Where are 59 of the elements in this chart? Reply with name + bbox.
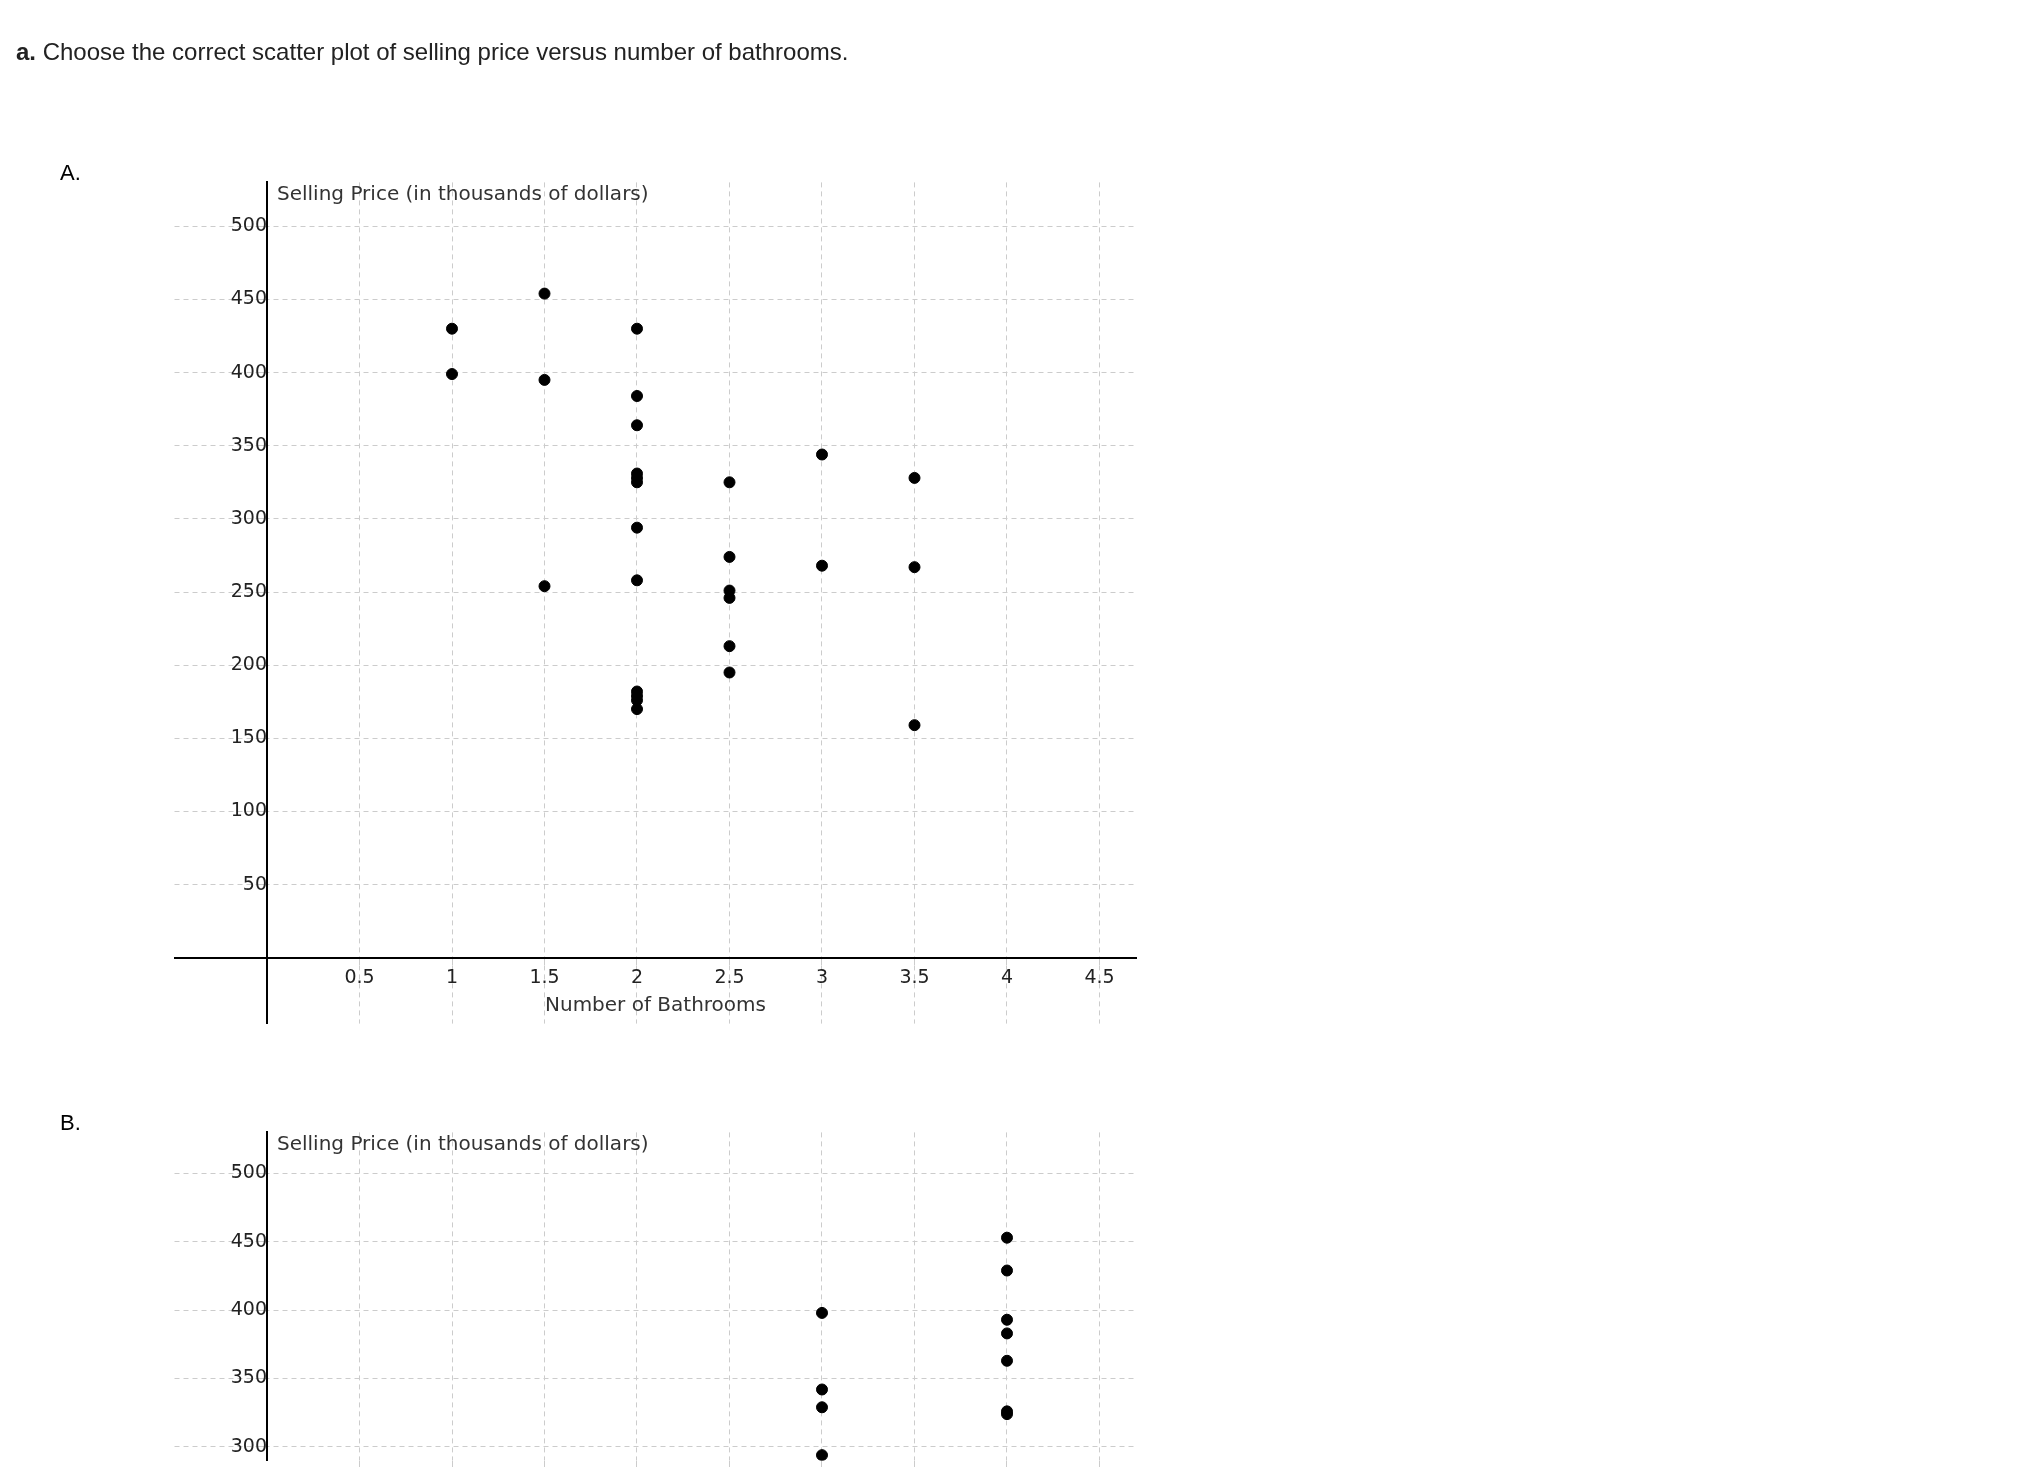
y-axis-title: Selling Price (in thousands of dollars) [277,1130,649,1155]
point [1001,1354,1013,1367]
x-tick-label: 1 [445,965,459,988]
x-tick-label: 1.5 [529,965,560,988]
point [538,373,551,386]
point [446,368,458,381]
x-tick-label: 2.5 [714,965,745,988]
point [1001,1231,1013,1244]
point [631,389,643,402]
point [631,419,643,432]
point [1001,1313,1013,1326]
point [631,322,643,335]
y-tick-label: 50 [242,871,267,894]
x-tick-label: 4 [1000,965,1014,988]
point [816,1449,828,1461]
y-tick-label: 200 [230,652,267,675]
y-tick-label: 450 [230,286,267,309]
point [908,471,921,484]
point [816,448,828,461]
point [816,559,828,572]
chart-title: B. [60,1110,81,1136]
chart-title: A. [60,160,81,186]
point [723,640,736,653]
y-tick-label: 100 [230,798,267,821]
y-tick-label: 450 [230,1228,267,1251]
point [816,1306,828,1319]
text: a. Choose the correct scatter plot of selling price versus number of bathrooms. [16,38,849,66]
point [1001,1327,1013,1340]
x-axis-title: Number of Bathrooms [545,991,766,1016]
point [816,1401,828,1414]
y-tick-label: 400 [230,359,267,382]
point [723,666,736,679]
x-tick-label: 3.5 [899,965,930,988]
y-axis-title: Selling Price (in thousands of dollars) [277,180,649,205]
y-tick-label: 400 [230,1297,267,1320]
point [538,580,551,593]
point [1001,1264,1013,1277]
point [631,703,643,716]
point [723,550,736,563]
y-tick-label: 350 [230,1365,267,1388]
point [723,476,736,489]
y-tick-label: 350 [230,432,267,455]
y-tick-label: 500 [230,1160,267,1183]
x-tick-label: 2 [630,965,644,988]
y-tick-label: 250 [230,578,267,601]
point [631,521,643,534]
point [908,719,921,732]
point [816,1383,828,1396]
point [446,322,458,335]
x-tick-label: 3 [815,965,829,988]
point [631,574,643,587]
x-tick-label: 4.5 [1084,965,1115,988]
point [538,287,551,300]
y-tick-label: 300 [230,1433,267,1456]
y-tick-label: 150 [230,725,267,748]
x-tick-label: 0.5 [344,965,375,988]
y-tick-label: 300 [230,505,267,528]
y-tick-label: 500 [230,213,267,236]
point [908,561,921,574]
